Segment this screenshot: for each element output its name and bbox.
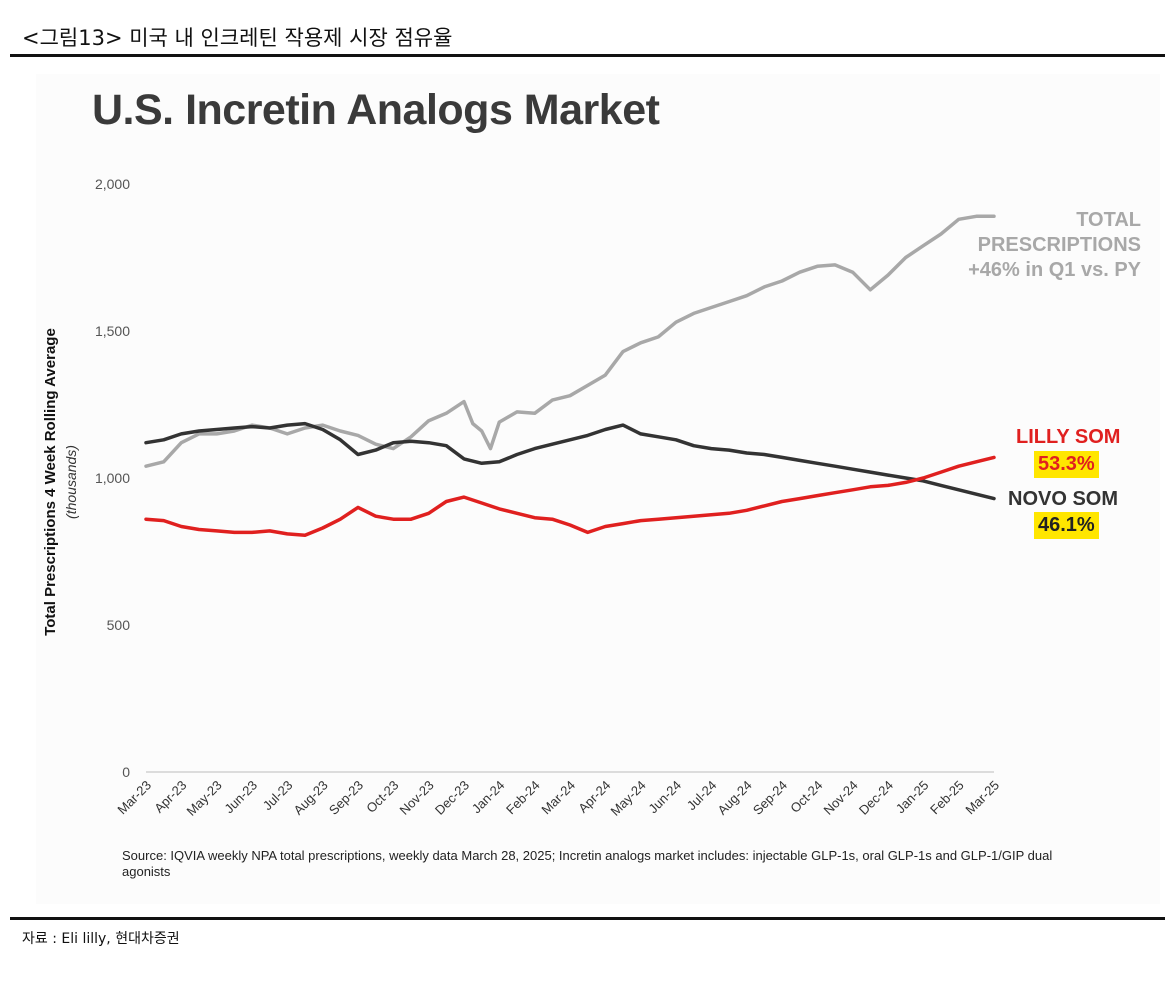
x-tick-label: Feb-24: [503, 778, 543, 818]
x-tick-label: Dec-23: [432, 778, 472, 818]
top-rule: [10, 54, 1165, 57]
x-tick-label: Aug-23: [291, 778, 331, 818]
total-annotation-line-2: PRESCRIPTIONS: [977, 234, 1141, 256]
x-tick-label: Nov-24: [821, 778, 861, 818]
y-tick-label: 500: [107, 617, 131, 633]
x-tick-label: May-24: [608, 778, 649, 819]
novo-som-label: NOVO SOM: [1008, 488, 1119, 510]
lilly-som-label: LILLY SOM: [1016, 426, 1121, 448]
y-axis-title: Total Prescriptions 4 Week Rolling Avera…: [42, 328, 59, 636]
lilly-som-value: 53.3%: [1034, 451, 1099, 478]
chart-axes: 05001,0001,5002,000Mar-23Apr-23May-23Jun…: [42, 176, 1002, 819]
series-line-total: [144, 214, 996, 468]
novo-som-value: 46.1%: [1034, 512, 1099, 539]
x-tick-label: May-23: [184, 778, 225, 819]
x-tick-label: Apr-23: [151, 778, 189, 816]
series-line-novo: [144, 421, 996, 501]
total-prescriptions-annotation: TOTAL PRESCRIPTIONS +46% in Q1 vs. PY: [968, 208, 1141, 283]
x-tick-label: Mar-25: [962, 778, 1002, 818]
x-tick-label: Jan-24: [469, 778, 508, 817]
chart-panel: [36, 74, 1160, 904]
total-annotation-line-3: +46% in Q1 vs. PY: [968, 259, 1141, 281]
x-tick-label: Aug-24: [715, 778, 755, 818]
x-tick-label: Apr-24: [575, 778, 613, 816]
total-annotation-line-1: TOTAL: [1076, 209, 1141, 231]
x-tick-label: Oct-23: [363, 778, 401, 816]
bottom-rule: [10, 917, 1165, 920]
x-tick-label: Jan-25: [893, 778, 932, 817]
x-tick-label: Dec-24: [856, 778, 896, 818]
figure-caption: <그림13> 미국 내 인크레틴 작용제 시장 점유율: [22, 26, 453, 50]
series-line-lilly: [144, 455, 996, 538]
x-tick-label: Sep-24: [750, 778, 790, 818]
x-tick-label: Jun-23: [221, 778, 260, 817]
source-footer: 자료 : Eli lilly, 현대차증권: [22, 931, 180, 947]
x-tick-label: Jun-24: [645, 778, 684, 817]
x-tick-label: Feb-25: [927, 778, 967, 818]
chart-source-note: Source: IQVIA weekly NPA total prescript…: [122, 848, 1053, 879]
y-tick-label: 1,000: [95, 470, 130, 486]
chart-title: U.S. Incretin Analogs Market: [92, 86, 660, 134]
x-tick-label: Nov-23: [397, 778, 437, 818]
y-tick-label: 1,500: [95, 323, 130, 339]
y-axis-subtitle: (thousands): [63, 445, 79, 519]
x-tick-label: Mar-23: [114, 778, 154, 818]
y-tick-label: 2,000: [95, 176, 130, 192]
series-layer: [144, 214, 996, 538]
x-tick-label: Mar-24: [538, 778, 578, 818]
y-tick-label: 0: [122, 764, 130, 780]
x-tick-label: Oct-24: [787, 778, 825, 816]
x-tick-label: Sep-23: [326, 778, 366, 818]
